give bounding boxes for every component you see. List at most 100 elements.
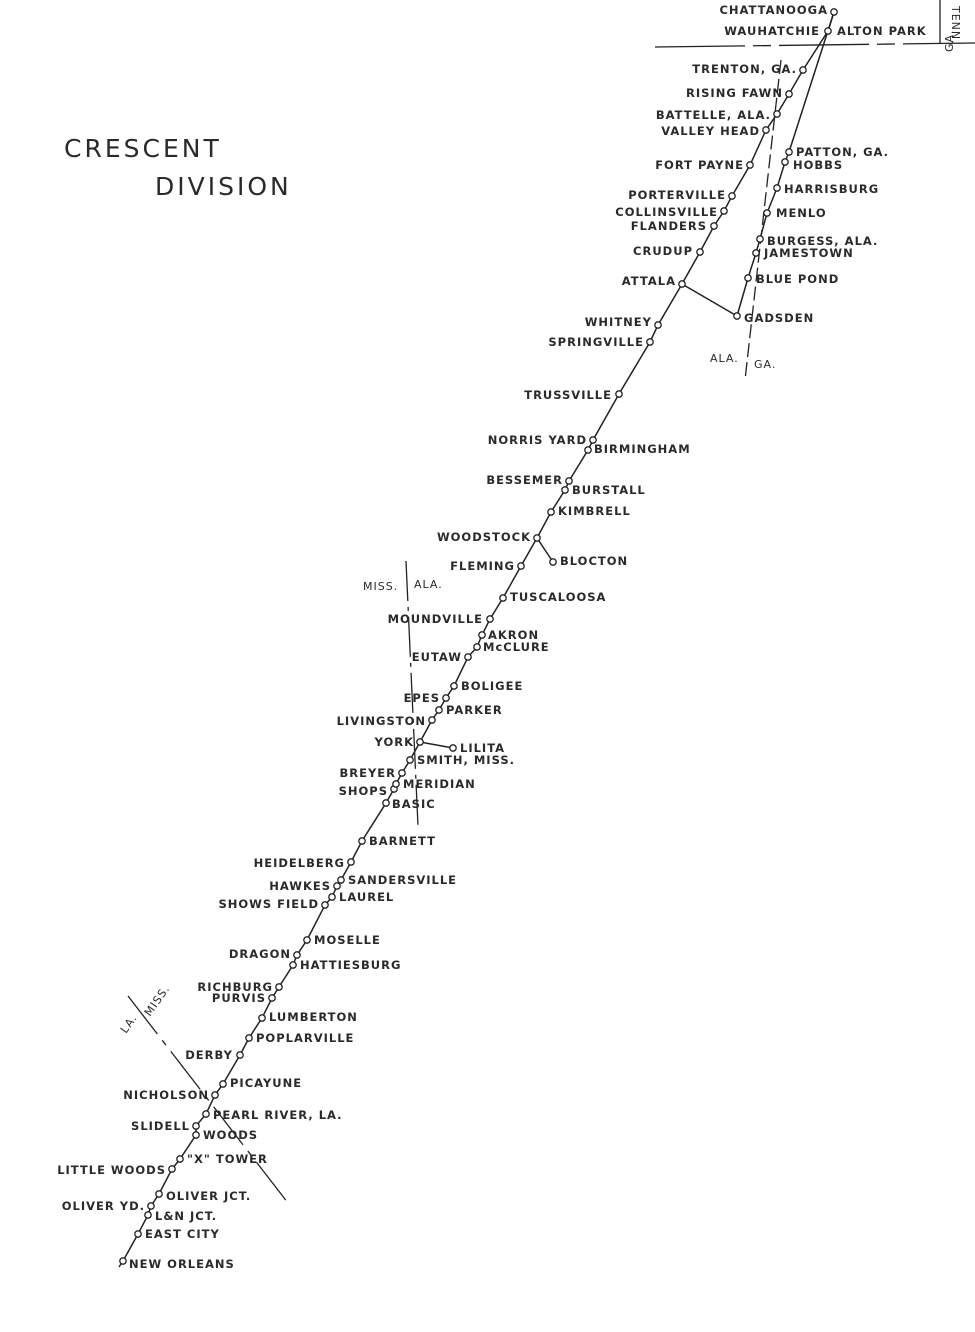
station-dot-woods xyxy=(192,1131,200,1139)
station-label-tuscaloosa: TUSCALOOSA xyxy=(510,590,606,604)
station-label-collinsville: COLLINSVILLE xyxy=(615,205,718,219)
station-dot-patton-ga xyxy=(785,148,793,156)
station-dot-dragon xyxy=(293,951,301,959)
station-label-poplarville: POPLARVILLE xyxy=(256,1031,354,1045)
station-dot-laurel xyxy=(328,893,336,901)
station-label-porterville: PORTERVILLE xyxy=(628,188,726,202)
station-dot-lilita xyxy=(449,744,457,752)
station-dot-derby xyxy=(236,1051,244,1059)
station-dot-burstall xyxy=(561,486,569,494)
station-dot-harrisburg xyxy=(773,184,781,192)
station-dot-slidell xyxy=(192,1122,200,1130)
station-label-menlo: MENLO xyxy=(776,206,827,220)
station-dot-blue-pond xyxy=(744,274,752,282)
state-line-ala-ga xyxy=(744,59,782,381)
station-dot-x-tower xyxy=(176,1155,184,1163)
station-dot-springville xyxy=(646,338,654,346)
station-label-blocton: BLOCTON xyxy=(560,554,628,568)
state-line-miss-ala xyxy=(405,560,419,827)
station-dot-fort-payne xyxy=(746,161,754,169)
station-label-chattanooga: CHATTANOOGA xyxy=(719,3,828,17)
station-dot-mcclure xyxy=(473,643,481,651)
station-label-york: YORK xyxy=(374,735,415,749)
station-dot-valley-head xyxy=(762,126,770,134)
station-label-meridian: MERIDIAN xyxy=(403,777,476,791)
station-dot-breyer xyxy=(398,769,406,777)
station-dot-livingston xyxy=(428,716,436,724)
station-label-crudup: CRUDUP xyxy=(633,244,693,258)
station-label-bessemer: BESSEMER xyxy=(486,473,563,487)
station-dot-basic xyxy=(382,799,390,807)
station-dot-kimbrell xyxy=(547,508,555,516)
station-dot-pearl-river-la xyxy=(202,1110,210,1118)
state-label-ga-top: GA. xyxy=(943,30,956,52)
station-dot-chattanooga xyxy=(830,8,838,16)
station-label-battelle-ala: BATTELLE, ALA. xyxy=(656,108,771,122)
station-label-basic: BASIC xyxy=(392,797,436,811)
station-dot-oliver-jct xyxy=(155,1190,163,1198)
station-dot-trenton-ga xyxy=(799,66,807,74)
station-label-harrisburg: HARRISBURG xyxy=(784,182,879,196)
station-label-birmingham: BIRMINGHAM xyxy=(594,442,691,456)
station-dot-hattiesburg xyxy=(289,961,297,969)
station-label-kimbrell: KIMBRELL xyxy=(558,504,631,518)
station-dot-poplarville xyxy=(245,1034,253,1042)
station-label-wauhatchie: WAUHATCHIE xyxy=(724,24,820,38)
attala-gadsden-connector xyxy=(681,283,738,317)
state-line-tenn-ga xyxy=(654,42,975,48)
station-label-alton-park: ALTON PARK xyxy=(837,24,927,38)
station-dot-bessemer xyxy=(565,477,573,485)
station-label-nicholson: NICHOLSON xyxy=(123,1088,209,1102)
station-dot-birmingham xyxy=(584,446,592,454)
station-dot-york xyxy=(416,738,424,746)
state-label-ala-upper: ALA. xyxy=(414,578,443,591)
station-dot-little-woods xyxy=(168,1165,176,1173)
station-dot-barnett xyxy=(358,837,366,845)
station-dot-boligee xyxy=(450,682,458,690)
station-dot-norris-yard xyxy=(589,436,597,444)
blocton-spur xyxy=(536,537,554,563)
station-label-heidelberg: HEIDELBERG xyxy=(254,856,345,870)
station-dot-trussville xyxy=(615,390,623,398)
station-dot-parker xyxy=(435,706,443,714)
station-dot-jamestown xyxy=(752,249,760,257)
station-label-jamestown: JAMESTOWN xyxy=(763,246,854,260)
state-label-miss-lower: MISS. xyxy=(142,982,173,1018)
station-label-valley-head: VALLEY HEAD xyxy=(661,124,760,138)
station-label-eutaw: EUTAW xyxy=(412,650,462,664)
station-label-l-n-jct: L&N JCT. xyxy=(155,1209,217,1223)
station-dot-crudup xyxy=(696,248,704,256)
station-label-hawkes: HAWKES xyxy=(269,879,331,893)
station-dot-shows-field xyxy=(321,901,329,909)
station-label-fleming: FLEMING xyxy=(450,559,515,573)
station-dot-akron xyxy=(478,631,486,639)
station-label-whitney: WHITNEY xyxy=(585,315,652,329)
station-label-burgess-ala: BURGESS, ALA. xyxy=(767,234,878,248)
station-dot-wauhatchie xyxy=(824,27,832,35)
station-label-woods: WOODS xyxy=(203,1128,258,1142)
station-label-sandersville: SANDERSVILLE xyxy=(348,873,457,887)
station-dot-meridian xyxy=(392,780,400,788)
station-label-epes: EPES xyxy=(404,691,440,705)
station-dot-picayune xyxy=(219,1080,227,1088)
station-label-breyer: BREYER xyxy=(339,766,396,780)
station-label-trussville: TRUSSVILLE xyxy=(524,388,612,402)
station-label-parker: PARKER xyxy=(446,703,503,717)
station-dot-lumberton xyxy=(258,1014,266,1022)
map-title-line1: CRESCENT xyxy=(64,134,222,163)
state-label-tenn: TENN. xyxy=(949,5,962,45)
station-dot-whitney xyxy=(654,321,662,329)
station-label-blue-pond: BLUE POND xyxy=(756,272,839,286)
station-label-patton-ga: PATTON, GA. xyxy=(796,145,889,159)
station-dot-gadsden xyxy=(733,312,741,320)
station-dot-burgess-ala xyxy=(756,235,764,243)
station-dot-fleming xyxy=(517,562,525,570)
station-dot-attala xyxy=(678,280,686,288)
lilita-spur xyxy=(419,741,454,749)
station-dot-epes xyxy=(442,694,450,702)
station-label-moselle: MOSELLE xyxy=(314,933,381,947)
station-dot-nicholson xyxy=(211,1091,219,1099)
station-label-akron: AKRON xyxy=(488,628,539,642)
station-label-rising-fawn: RISING FAWN xyxy=(686,86,783,100)
